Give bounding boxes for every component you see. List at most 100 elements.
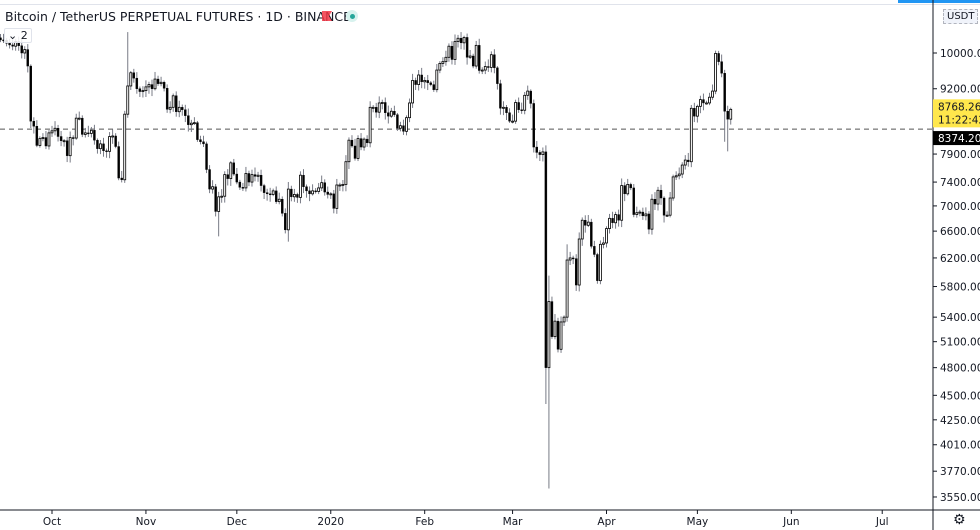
candle-body bbox=[641, 211, 645, 217]
candle-body bbox=[56, 128, 60, 137]
candle-body bbox=[623, 185, 626, 195]
candle-body bbox=[478, 45, 481, 71]
candle-body bbox=[38, 138, 42, 146]
candle-body bbox=[405, 117, 408, 132]
candle-body bbox=[23, 49, 27, 54]
candle-body bbox=[229, 162, 233, 180]
candle-body bbox=[432, 84, 435, 90]
candle-body bbox=[286, 188, 290, 231]
candle-body bbox=[359, 138, 363, 148]
candle-body bbox=[456, 37, 460, 42]
indicator-collapse-button[interactable]: ⌄ 2 bbox=[4, 28, 32, 43]
candle-body bbox=[220, 195, 224, 198]
candle-body bbox=[599, 243, 602, 282]
candle-body bbox=[596, 254, 599, 281]
candle-body bbox=[520, 109, 523, 111]
candle-body bbox=[553, 320, 557, 338]
candle-body bbox=[677, 173, 681, 177]
candle-body bbox=[284, 213, 287, 231]
candle-body bbox=[226, 174, 229, 179]
candle-body bbox=[447, 45, 451, 58]
candle-body bbox=[111, 135, 114, 138]
candle-body bbox=[205, 143, 208, 170]
candle-body bbox=[62, 140, 66, 143]
candle-body bbox=[653, 199, 657, 205]
candle-body bbox=[384, 102, 387, 113]
market-open-dot-icon bbox=[346, 10, 358, 22]
y-tick-label: 5400.00 bbox=[940, 312, 980, 324]
candle-body bbox=[574, 258, 578, 286]
candle-body bbox=[375, 107, 378, 113]
candle-body bbox=[47, 132, 51, 147]
flag-icon[interactable] bbox=[322, 11, 332, 21]
candle-body bbox=[89, 129, 93, 134]
candle-body bbox=[256, 174, 260, 177]
candle-body bbox=[420, 74, 423, 83]
candle-body bbox=[141, 90, 145, 93]
candle-body bbox=[199, 139, 202, 142]
candle-body bbox=[72, 137, 75, 139]
candle-body bbox=[580, 219, 584, 240]
candle-body bbox=[20, 45, 23, 54]
candle-body bbox=[538, 152, 542, 155]
candle-body bbox=[144, 86, 148, 92]
candle-body bbox=[511, 120, 514, 123]
last-price-label: 8768.26 bbox=[938, 101, 980, 113]
bar-countdown-label: 11:22:42 bbox=[938, 114, 980, 126]
candle-body bbox=[193, 122, 196, 125]
candle-body bbox=[593, 246, 596, 255]
candle-body bbox=[605, 228, 608, 244]
candle-body bbox=[271, 190, 275, 195]
candle-body bbox=[695, 105, 699, 117]
candle-body bbox=[614, 214, 617, 224]
candle-body bbox=[184, 109, 187, 116]
y-tick-label: 6600.00 bbox=[940, 226, 980, 238]
candle-body bbox=[135, 77, 139, 89]
candle-body bbox=[459, 38, 463, 44]
candle-body bbox=[196, 122, 199, 140]
candle-body bbox=[462, 37, 466, 44]
candle-body bbox=[320, 182, 324, 189]
candle-body bbox=[568, 257, 572, 261]
candle-body bbox=[644, 213, 648, 217]
candle-body bbox=[223, 174, 227, 197]
candle-body bbox=[290, 188, 293, 198]
y-tick-label: 4500.00 bbox=[940, 390, 980, 402]
candle-body bbox=[720, 61, 723, 74]
gear-icon[interactable]: ⚙ bbox=[953, 512, 966, 528]
candle-body bbox=[411, 80, 414, 104]
candle-body bbox=[487, 66, 490, 68]
y-tick-label: 4010.00 bbox=[940, 440, 980, 452]
candle-body bbox=[659, 190, 663, 199]
candle-body bbox=[281, 199, 284, 214]
candle-body bbox=[29, 65, 32, 122]
candle-body bbox=[129, 72, 133, 87]
horizontal-line-price-label: 8374.20 bbox=[938, 133, 980, 145]
candle-body bbox=[429, 82, 432, 85]
candle-body bbox=[483, 66, 487, 71]
candle-body bbox=[556, 320, 560, 350]
symbol-title[interactable]: Bitcoin / TetherUS PERPETUAL FUTURES · 1… bbox=[5, 9, 351, 24]
candle-body bbox=[50, 130, 54, 134]
horizontal-line-price-badge bbox=[933, 131, 980, 146]
candle-body bbox=[217, 196, 221, 212]
candle-body bbox=[302, 174, 305, 187]
candle-body bbox=[93, 130, 96, 141]
candle-body bbox=[126, 85, 130, 115]
x-tick-label: Oct bbox=[43, 516, 61, 528]
x-tick-label: Mar bbox=[503, 516, 523, 528]
candle-body bbox=[329, 193, 333, 196]
candle-body bbox=[253, 174, 257, 177]
candle-body bbox=[168, 106, 172, 110]
x-tick-label: Feb bbox=[415, 516, 434, 528]
candle-body bbox=[723, 72, 726, 112]
candle-body bbox=[159, 81, 163, 85]
candle-body bbox=[81, 117, 84, 135]
candle-body bbox=[175, 95, 178, 112]
candle-body bbox=[417, 74, 421, 85]
candle-body bbox=[702, 99, 705, 104]
currency-label[interactable]: USDT bbox=[943, 9, 979, 24]
candle-body bbox=[114, 135, 117, 147]
active-tab-accent bbox=[898, 0, 980, 3]
